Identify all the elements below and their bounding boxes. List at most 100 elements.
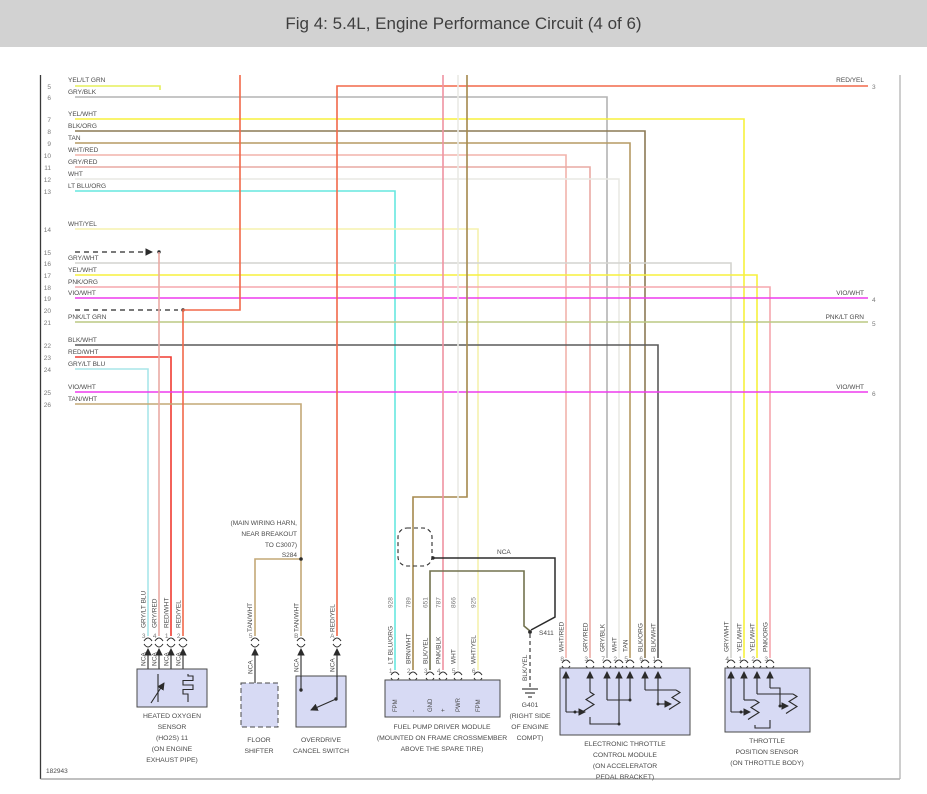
pin-wire-label: WHT xyxy=(451,649,458,664)
component-floor-shifter: TAN/WHT 5 NCA FLOOR SHIFTER xyxy=(240,603,279,755)
pin-number: 3 xyxy=(764,656,768,663)
component-name-line: SHIFTER xyxy=(244,748,273,755)
internal-label: FPM xyxy=(476,699,482,712)
wire-tan-wht-branch-floor-shifter xyxy=(254,558,301,636)
row-number: 13 xyxy=(44,189,52,196)
nca-label: NCA xyxy=(497,549,511,556)
nca-label: NCA xyxy=(164,652,171,666)
pin-wire-label: BLK/WHT xyxy=(651,623,658,652)
component-name-line: OVERDRIVE xyxy=(301,737,342,744)
pin-wire-label: RED/YEL xyxy=(330,604,337,632)
row-number: 14 xyxy=(44,227,52,234)
row-number: 5 xyxy=(47,84,51,91)
pin-number: 4 xyxy=(153,633,157,640)
pin-number: 3 xyxy=(424,668,428,675)
wire-row-7: 7 YEL/WHT xyxy=(47,111,745,658)
pin-wire-label: LT BLU/ORG xyxy=(388,626,395,664)
pin-number: 5 xyxy=(452,668,456,675)
etc-internal-circuit xyxy=(562,671,682,726)
row-number: 21 xyxy=(44,320,52,327)
connector-arcs xyxy=(143,637,188,648)
row-number: 25 xyxy=(44,390,52,397)
pin-letter: A xyxy=(330,633,335,640)
row-number: 15 xyxy=(44,250,52,257)
row-number: 10 xyxy=(44,153,52,160)
pin-wire-label: BLK/ORG xyxy=(638,623,645,652)
wire-row-8: 8 BLK/ORG xyxy=(47,123,646,658)
wire-row-15-dashed: 15 xyxy=(44,248,161,257)
row-number: 9 xyxy=(47,141,51,148)
component-name-line: CANCEL SWITCH xyxy=(293,748,349,755)
component-name-line: THROTTLE xyxy=(749,738,785,745)
pin-wire-label: RED/WHT xyxy=(164,598,171,628)
wire-label: TAN/WHT xyxy=(68,396,97,403)
wire-row-14: 14 WHT/YEL xyxy=(44,221,479,670)
ground-loc-line: COMPT) xyxy=(517,735,544,742)
pin-number: 2 xyxy=(751,656,755,663)
component-name-line: CONTROL MODULE xyxy=(593,752,657,759)
wire-row-6: 6 GRY/BLK xyxy=(47,89,608,658)
circuit-number: 651 xyxy=(423,597,430,608)
pin-wire-label: PNK/BLK xyxy=(436,636,443,664)
pin-letter: B xyxy=(294,633,298,640)
wire-label: WHT/YEL xyxy=(68,221,97,228)
s284-note-line: NEAR BREAKOUT xyxy=(241,531,297,538)
internal-label: - xyxy=(411,710,417,712)
component-name-line: (HO2S) 11 xyxy=(156,735,188,742)
diagram-frame xyxy=(39,75,901,780)
component-name-line: SENSOR xyxy=(158,724,187,731)
row-number: 26 xyxy=(44,402,52,409)
pin-wire-label: TAN/WHT xyxy=(294,603,301,632)
wiring-diagram-canvas: 182943 5 YEL/LT GRN 6 GRY/BLK 7 YEL/WHT … xyxy=(39,75,901,781)
component-name-line: ELECTRONIC THROTTLE xyxy=(584,741,666,748)
component-name-line: (ON ENGINE xyxy=(152,746,193,753)
internal-label: GND xyxy=(428,698,434,712)
exit-wire-label: RED/YEL xyxy=(836,77,864,84)
row-number: 23 xyxy=(44,355,52,362)
pin-wire-label: GRY/WHT xyxy=(724,621,731,652)
pin-number: 6 xyxy=(639,656,643,663)
pin-wire-label: GRY/RED xyxy=(583,622,590,652)
wire-label: YEL/WHT xyxy=(68,111,97,118)
component-name-line: ABOVE THE SPARE TIRE) xyxy=(401,746,484,753)
wire-red-yel-to-ho2s xyxy=(182,75,241,636)
splice-s411-ground-g401: S411 BLK/YEL G401 (RIGHT SIDE OF ENGINE … xyxy=(509,630,554,742)
wire-label: BLK/ORG xyxy=(68,123,97,130)
wire-row-13: 13 LT BLU/ORG xyxy=(44,183,396,670)
pin-number: 6 xyxy=(472,668,476,675)
row-number: 19 xyxy=(44,296,52,303)
component-od-cancel-switch: TAN/WHT RED/YEL B A NCA NCA OVERDRIVE CA… xyxy=(293,603,349,755)
component-fpdm: 928 789 651 787 866 925 LT BLU/ORG BRN/W… xyxy=(377,597,507,753)
row-number: 16 xyxy=(44,261,52,268)
wire-label: GRY/WHT xyxy=(68,255,99,262)
wire-row-16: 16 GRY/WHT xyxy=(44,255,732,658)
circuit-number: 928 xyxy=(388,597,395,608)
wire-label: TAN xyxy=(68,135,81,142)
exit-number: 4 xyxy=(872,297,876,304)
component-name-line: POSITION SENSOR xyxy=(735,749,798,756)
internal-label: + xyxy=(441,708,447,712)
pin-wire-label: TAN/WHT xyxy=(247,603,254,632)
pin-wire-label: BRN/WHT xyxy=(406,634,413,664)
s411-label: S411 xyxy=(539,630,554,637)
pin-number: 3 xyxy=(584,656,588,663)
wire-row-12: 12 WHT xyxy=(44,171,620,658)
wire-row-19: 19 VIO/WHT xyxy=(44,290,868,303)
pin-wire-label: YEL/WHT xyxy=(750,623,757,652)
ho2s-box xyxy=(136,668,208,708)
wire-red-yel-to-od-switch xyxy=(336,85,868,636)
row-number: 18 xyxy=(44,285,52,292)
row-number: 20 xyxy=(44,308,52,315)
od-switch-box xyxy=(295,675,347,728)
tps-internal-circuit xyxy=(727,671,799,729)
internal-label: PWR xyxy=(456,697,462,712)
pin-number: 2 xyxy=(613,656,617,663)
pin-number: 4 xyxy=(437,668,441,675)
wire-label: RED/WHT xyxy=(68,349,98,356)
pin-wire-label: YEL/WHT xyxy=(737,623,744,652)
pin-number: 2 xyxy=(177,633,181,640)
vertical-wires xyxy=(158,75,868,670)
circuit-number: 787 xyxy=(436,597,443,608)
wire-row-18: 18 PNK/ORG xyxy=(44,279,771,658)
wire-label: VIO/WHT xyxy=(68,384,96,391)
